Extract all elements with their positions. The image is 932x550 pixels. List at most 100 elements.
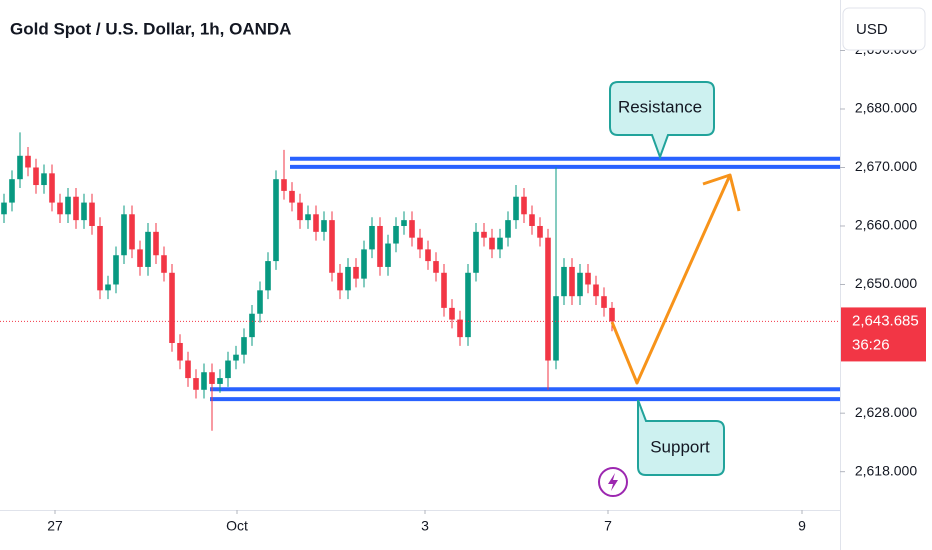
candle-body <box>353 266 359 279</box>
candle-body <box>593 284 599 297</box>
projection-arrow <box>610 174 732 385</box>
candle-body <box>577 272 583 297</box>
y-tick-label: 2,660.000 <box>855 217 917 233</box>
last-price-label: 2,643.685 <box>852 312 919 329</box>
y-tick-label: 2,618.000 <box>855 462 917 478</box>
candle-body <box>385 243 391 267</box>
candle-body <box>201 372 207 390</box>
candle-body <box>265 261 271 291</box>
y-tick-label: 2,650.000 <box>855 275 917 291</box>
candle-body <box>177 342 183 361</box>
x-tick-label: Oct <box>226 518 248 534</box>
candle-body <box>145 231 151 267</box>
candle-body <box>1 202 7 215</box>
x-tick-label: 7 <box>604 518 612 534</box>
candle-body <box>337 272 343 291</box>
candle-body <box>81 202 87 221</box>
candle-body <box>281 179 287 191</box>
support-label: Support <box>650 437 710 456</box>
candle-body <box>569 266 575 297</box>
event-bolt <box>608 473 618 491</box>
candle-body <box>65 196 71 215</box>
candle-body <box>17 155 23 180</box>
candle-body <box>217 378 223 384</box>
candle-body <box>121 214 127 256</box>
candle-body <box>497 237 503 250</box>
candle-body <box>425 249 431 262</box>
candle-body <box>553 296 559 361</box>
candle-body <box>505 220 511 238</box>
candle-body <box>441 272 447 308</box>
support-callout <box>637 399 725 476</box>
candle-body <box>585 272 591 285</box>
candle-body <box>377 225 383 267</box>
candle-body <box>129 214 135 250</box>
candle-body <box>169 272 175 343</box>
candle-body <box>305 214 311 221</box>
currency-label: USD <box>856 21 888 38</box>
candle-body <box>193 378 199 390</box>
x-tick-label: 9 <box>798 518 806 534</box>
candle-body <box>25 155 31 168</box>
candle-body <box>489 237 495 250</box>
candle-body <box>185 360 191 379</box>
candle-body <box>97 225 103 291</box>
countdown-label: 36:26 <box>852 336 890 353</box>
price-axis: 2,618.000 2,628.000 2,650.000 2,660.000 2,67… <box>840 41 917 478</box>
x-tick-label: 27 <box>47 518 63 534</box>
candle-body <box>473 231 479 273</box>
candle-body <box>73 196 79 221</box>
candle-body <box>329 220 335 273</box>
candle-body <box>321 220 327 232</box>
candle-body <box>401 220 407 226</box>
candle-body <box>545 237 551 361</box>
candle-body <box>33 167 39 186</box>
candle-body <box>481 231 487 238</box>
candle-body <box>433 261 439 273</box>
candle-body <box>393 225 399 244</box>
candle-body <box>257 290 263 314</box>
plot-area <box>0 132 840 431</box>
candle-body <box>137 249 143 267</box>
arrow-head <box>702 173 741 212</box>
candle-body <box>313 214 319 232</box>
candle-body <box>521 196 527 215</box>
candle-body <box>241 337 247 355</box>
candle-body <box>249 313 255 338</box>
candle-body <box>89 202 95 226</box>
candle-body <box>601 296 607 308</box>
candle-body <box>449 307 455 320</box>
candle-body <box>561 266 567 297</box>
candle-body <box>9 179 15 203</box>
candle-body <box>537 225 543 238</box>
candle-body <box>457 319 463 338</box>
candle-body <box>57 202 63 215</box>
candle-body <box>105 284 111 291</box>
candle-body <box>361 249 367 279</box>
y-tick-label: 2,628.000 <box>855 404 917 420</box>
candle-body <box>417 237 423 250</box>
candle-body <box>529 214 535 226</box>
resistance-label: Resistance <box>618 97 702 116</box>
candle-body <box>209 372 215 384</box>
candle-body <box>609 307 615 322</box>
candle-body <box>233 354 239 361</box>
candle-body <box>225 360 231 379</box>
candle-body <box>297 202 303 221</box>
candle-body <box>465 272 471 338</box>
candle-body <box>161 255 167 273</box>
x-tick-label: 3 <box>421 518 429 534</box>
candle-body <box>289 190 295 203</box>
candle-body <box>113 255 119 285</box>
y-tick-label: 2,670.000 <box>855 158 917 174</box>
currency-button[interactable] <box>842 7 926 51</box>
candle-body <box>345 266 351 291</box>
candle-body <box>273 179 279 262</box>
chart-title: Gold Spot / U.S. Dollar, 1h, OANDA <box>10 19 291 38</box>
candle-body <box>49 173 55 203</box>
candle-body <box>513 196 519 221</box>
last-price-box <box>841 307 926 362</box>
candle-body <box>409 220 415 238</box>
